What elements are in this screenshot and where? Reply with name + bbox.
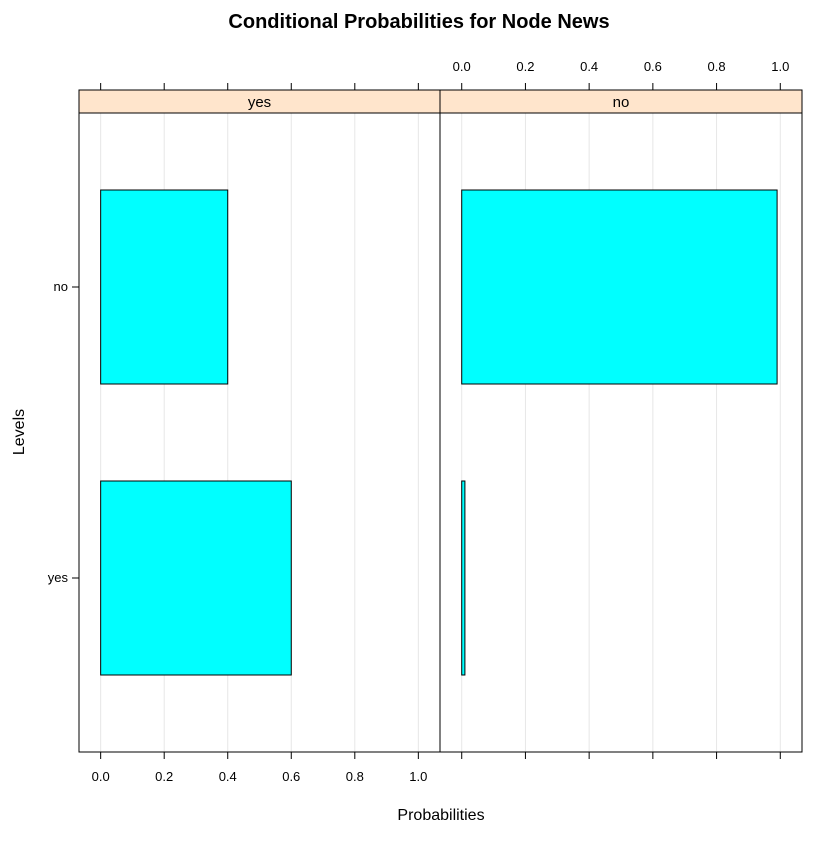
y-tick-label-no: no (54, 279, 68, 294)
panel-yes: yes 0.0 0.2 0.4 0.6 0.8 1.0 (78, 83, 441, 784)
x-tick-label-bottom: 0.4 (219, 769, 237, 784)
y-axis-title: Levels (11, 409, 28, 455)
x-tick-label-top: 0.0 (453, 59, 471, 74)
bar-no-no (461, 189, 778, 385)
bar-yes-no (100, 189, 229, 385)
strip-label-no: no (613, 94, 630, 111)
x-tick-label-top: 0.6 (644, 59, 662, 74)
x-tick-label-bottom: 0.2 (155, 769, 173, 784)
x-tick-label-top: 0.4 (580, 59, 598, 74)
panel-no: no 0.0 0.2 0.4 0.6 0.8 1.0 (439, 59, 803, 759)
x-tick-label-bottom: 0.0 (92, 769, 110, 784)
x-tick-label-bottom: 0.8 (346, 769, 364, 784)
x-tick-label-top: 0.2 (516, 59, 534, 74)
x-tick-label-bottom: 0.6 (282, 769, 300, 784)
y-tick-label-yes: yes (48, 570, 69, 585)
panel-border (439, 89, 803, 753)
x-tick-label-bottom: 1.0 (409, 769, 427, 784)
chart-title: Conditional Probabilities for Node News (228, 11, 609, 33)
x-tick-label-top: 0.8 (708, 59, 726, 74)
panels-group: yes 0.0 0.2 0.4 0.6 0.8 1.0 no 0.0 0.2 0.4 0.6 0.8 1.… (48, 59, 803, 784)
strip-label-yes: yes (248, 94, 271, 111)
bar-no-yes (461, 480, 466, 676)
bar-yes-yes (100, 480, 292, 676)
x-tick-label-top: 1.0 (771, 59, 789, 74)
x-axis-title: Probabilities (397, 807, 484, 824)
